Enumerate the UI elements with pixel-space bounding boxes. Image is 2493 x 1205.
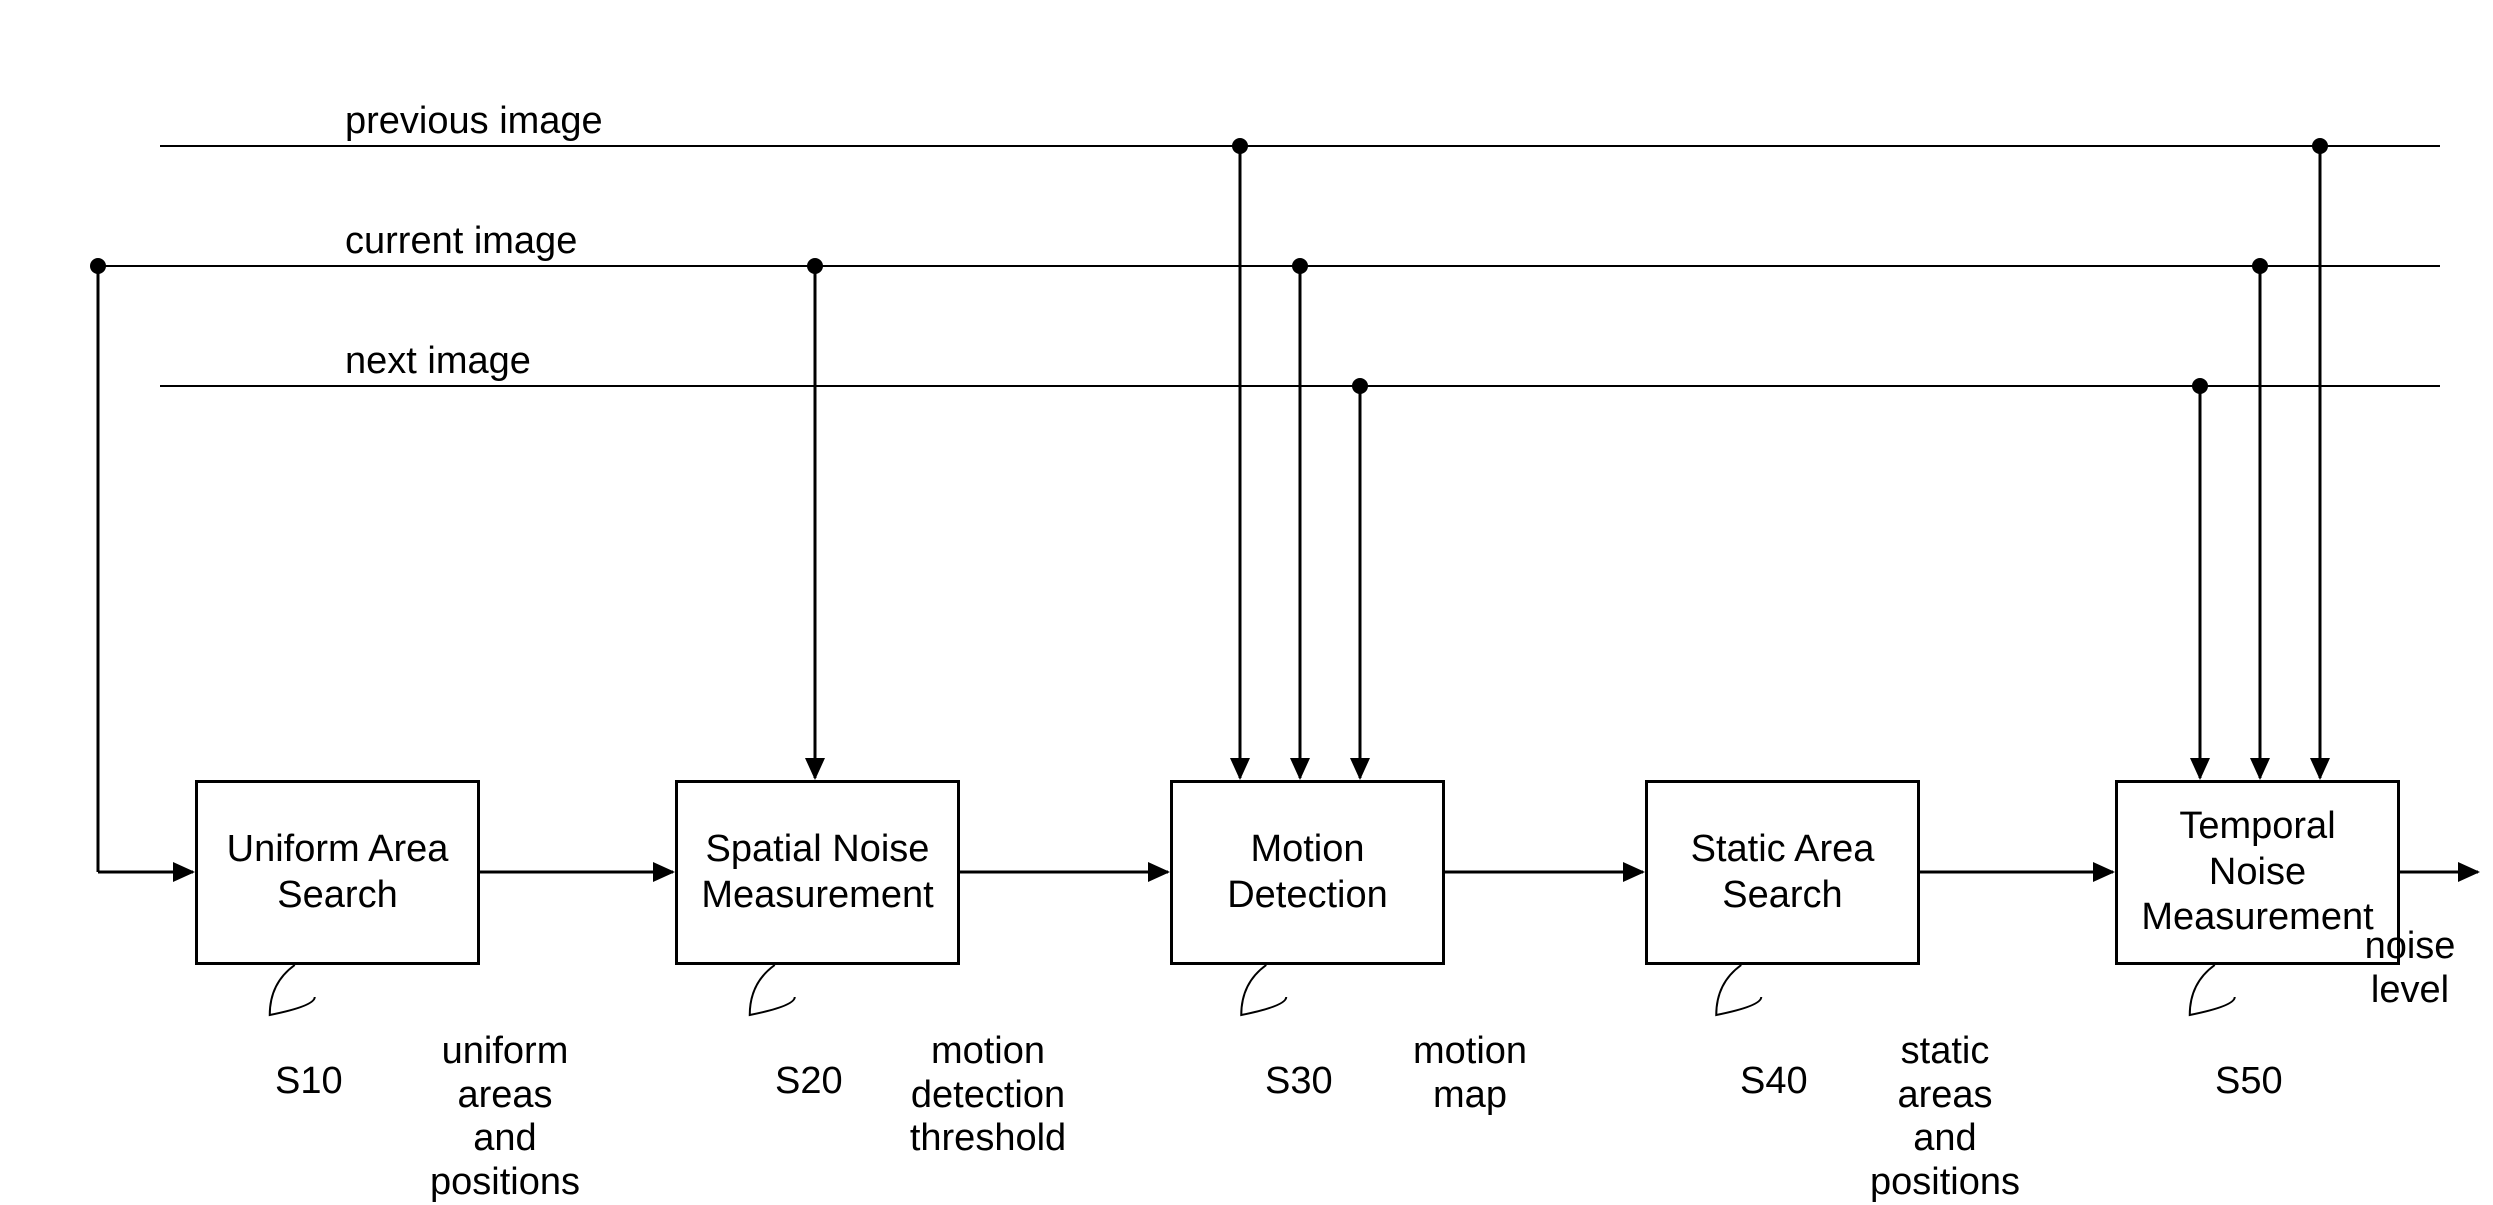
edge-label-motion-thresh: motiondetectionthreshold [910,1030,1066,1161]
connector-overlay [0,0,2493,1196]
temporal-noise-measurement-box: Temporal NoiseMeasurement [2115,780,2400,965]
previous-image-label: previous image [345,100,603,144]
next-image-label: next image [345,340,531,384]
edge-label-static-areas: staticareasandpositions [1870,1030,2020,1205]
spatial-noise-measurement-label: Spatial NoiseMeasurement [701,827,933,918]
diagram-canvas: previous image current image next image … [0,0,2493,1196]
motion-detection-box: MotionDetection [1170,780,1445,965]
s20-id-label: S20 [775,1060,843,1104]
s40-id-label: S40 [1740,1060,1808,1104]
current-image-label: current image [345,220,577,264]
temporal-noise-measurement-label: Temporal NoiseMeasurement [2126,804,2389,941]
static-area-search-label: Static AreaSearch [1691,827,1875,918]
edge-label-motion-map: motionmap [1413,1030,1527,1117]
current-image-line [98,265,2440,267]
uniform-area-search-label: Uniform AreaSearch [227,827,449,918]
uniform-area-search-box: Uniform AreaSearch [195,780,480,965]
static-area-search-box: Static AreaSearch [1645,780,1920,965]
s10-id-label: S10 [275,1060,343,1104]
spatial-noise-measurement-box: Spatial NoiseMeasurement [675,780,960,965]
s50-id-label: S50 [2215,1060,2283,1104]
next-image-line [160,385,2440,387]
edge-label-noise-level: noiselevel [2365,925,2456,1012]
previous-image-line [160,145,2440,147]
s30-id-label: S30 [1265,1060,1333,1104]
motion-detection-label: MotionDetection [1227,827,1388,918]
edge-label-uniform-areas: uniformareasandpositions [430,1030,580,1205]
